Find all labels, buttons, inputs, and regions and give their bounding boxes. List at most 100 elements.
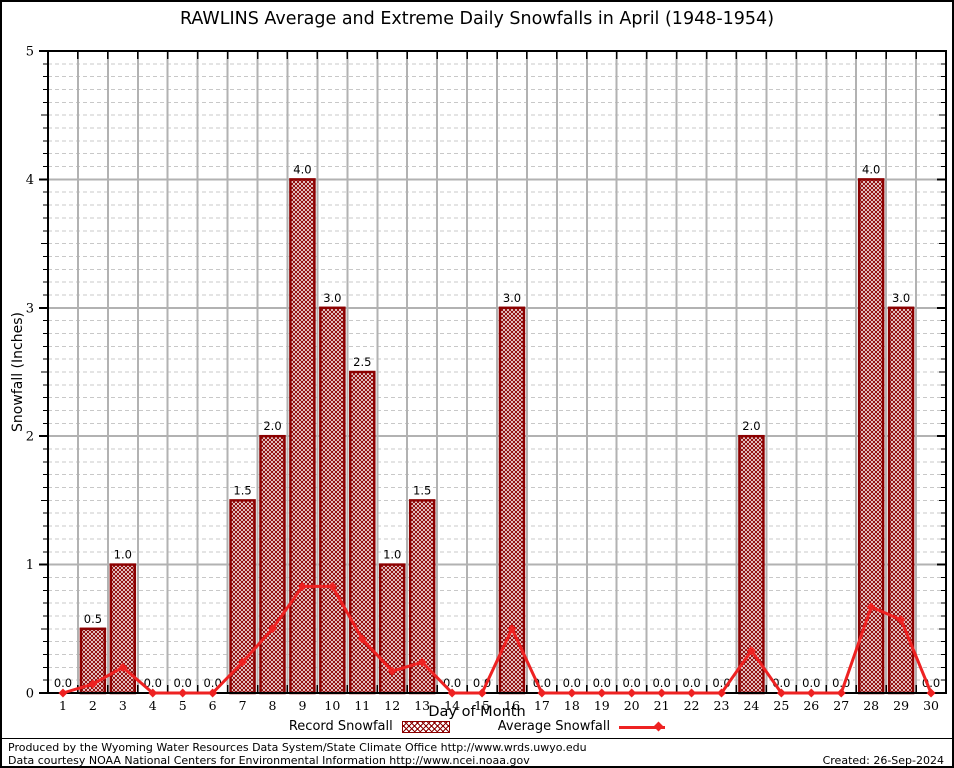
svg-text:3.0: 3.0 (323, 291, 341, 305)
svg-text:0.0: 0.0 (593, 676, 611, 690)
avg-marker (238, 657, 248, 667)
svg-text:21: 21 (654, 698, 670, 713)
svg-text:0.0: 0.0 (563, 676, 581, 690)
svg-text:4.0: 4.0 (293, 162, 311, 176)
avg-marker (477, 688, 487, 698)
avg-marker (148, 688, 158, 698)
avg-marker (88, 679, 98, 689)
line-marker-icon (653, 721, 664, 732)
svg-text:2.0: 2.0 (742, 419, 760, 433)
avg-marker (387, 666, 397, 676)
avg-marker (208, 688, 218, 698)
avg-marker (447, 688, 457, 698)
svg-text:14: 14 (444, 698, 460, 713)
svg-text:1.5: 1.5 (233, 483, 251, 497)
svg-text:17: 17 (534, 698, 550, 713)
avg-marker (357, 634, 367, 644)
avg-marker (507, 624, 517, 634)
svg-text:22: 22 (684, 698, 700, 713)
avg-marker (268, 624, 277, 634)
avg-marker (567, 688, 577, 698)
svg-text:0.0: 0.0 (652, 676, 670, 690)
svg-text:5: 5 (179, 698, 187, 713)
avg-marker (537, 688, 547, 698)
record-bar (319, 306, 346, 695)
grid-major (48, 51, 946, 693)
avg-marker (687, 688, 697, 698)
avg-marker (327, 581, 337, 591)
avg-marker (58, 688, 68, 698)
svg-text:24: 24 (743, 698, 759, 713)
svg-text:2: 2 (26, 430, 34, 445)
avg-marker (597, 688, 607, 698)
avg-marker (417, 657, 427, 667)
svg-text:30: 30 (923, 698, 939, 713)
svg-text:3.0: 3.0 (892, 291, 910, 305)
svg-text:1.5: 1.5 (413, 483, 431, 497)
svg-text:0: 0 (26, 687, 34, 702)
avg-marker (926, 688, 936, 698)
average-snowfall-line (62, 584, 933, 695)
footer-produced-by: Produced by the Wyoming Water Resources … (8, 741, 587, 754)
chart-legend: Record Snowfall Average Snowfall (2, 720, 952, 734)
svg-text:5: 5 (26, 45, 34, 60)
svg-text:0.0: 0.0 (54, 676, 72, 690)
axis-ticks (39, 50, 946, 694)
svg-text:4: 4 (149, 698, 157, 713)
avg-marker (806, 688, 816, 698)
svg-text:0.0: 0.0 (144, 676, 162, 690)
svg-text:19: 19 (594, 698, 610, 713)
avg-marker (627, 688, 637, 698)
legend-average-label: Average Snowfall (497, 719, 611, 734)
svg-text:26: 26 (803, 698, 819, 713)
record-bar (349, 370, 376, 695)
footer-separator (2, 738, 952, 739)
svg-text:27: 27 (833, 698, 849, 713)
record-bar (887, 306, 915, 695)
record-bar (259, 434, 286, 695)
svg-text:0.0: 0.0 (623, 676, 641, 690)
svg-text:8: 8 (269, 698, 277, 713)
svg-text:29: 29 (893, 698, 909, 713)
svg-text:28: 28 (863, 698, 879, 713)
average-line-swatch-icon (619, 721, 666, 732)
average-line-markers (58, 581, 936, 698)
legend-record-label: Record Snowfall (288, 719, 393, 734)
record-bar (498, 306, 526, 695)
bar-value-labels: 0.0 0.5 1.0 0.0 0.0 0.0 1.5 2.0 4.0 3.0 2.5 1.0 1.5 0… (54, 162, 940, 690)
footer-created-date: Created: 26-Sep-2024 (822, 754, 944, 767)
svg-text:25: 25 (773, 698, 789, 713)
record-bar-swatch-icon (401, 721, 450, 733)
svg-text:3: 3 (119, 698, 127, 713)
svg-text:4: 4 (26, 173, 34, 188)
avg-marker (297, 581, 307, 591)
avg-marker (118, 662, 128, 672)
svg-text:10: 10 (324, 698, 340, 713)
footer-data-courtesy: Data courtesy NOAA National Centers for … (8, 754, 530, 767)
svg-text:0.0: 0.0 (682, 676, 700, 690)
svg-text:18: 18 (564, 698, 580, 713)
svg-text:2.5: 2.5 (353, 355, 371, 369)
svg-text:12: 12 (384, 698, 400, 713)
svg-text:11: 11 (354, 698, 370, 713)
svg-text:4.0: 4.0 (862, 162, 880, 176)
svg-text:15: 15 (474, 698, 490, 713)
svg-text:6: 6 (209, 698, 217, 713)
avg-marker (776, 688, 786, 698)
svg-text:1.0: 1.0 (114, 548, 132, 562)
svg-text:20: 20 (624, 698, 640, 713)
svg-text:3: 3 (26, 301, 34, 316)
svg-text:0.0: 0.0 (802, 676, 820, 690)
avg-marker (866, 602, 876, 612)
chart-title: RAWLINS Average and Extreme Daily Snowfa… (179, 9, 775, 29)
avg-marker (746, 646, 756, 656)
svg-text:13: 13 (414, 698, 430, 713)
svg-text:16: 16 (504, 698, 520, 713)
svg-text:2: 2 (89, 698, 97, 713)
record-bar (289, 178, 316, 695)
avg-marker (896, 615, 906, 625)
svg-text:0.0: 0.0 (174, 676, 192, 690)
x-tick-labels: 1 2 3 4 5 6 7 8 9 10 11 12 13 14 15 16 17 18 19 20 21 22 23 24 2… (59, 698, 939, 713)
